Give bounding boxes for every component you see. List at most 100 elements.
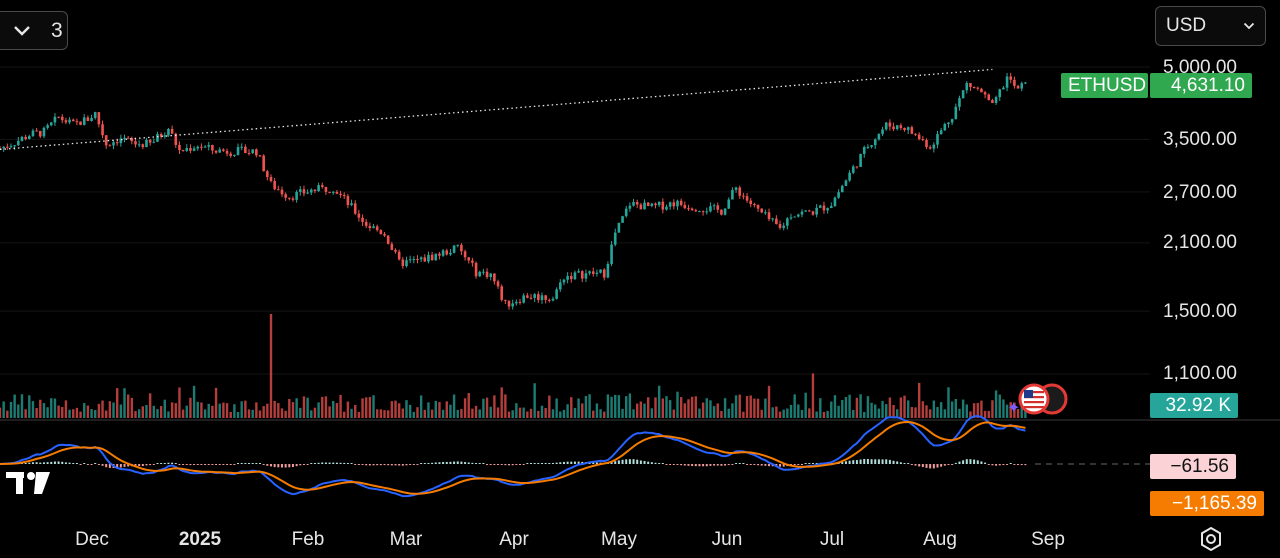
volume-bar bbox=[573, 407, 577, 418]
volume-bar bbox=[463, 398, 467, 418]
candle-body bbox=[811, 211, 815, 215]
macd-hist-bar bbox=[50, 461, 53, 464]
macd-hist-bar bbox=[449, 461, 452, 464]
macd-hist-bar bbox=[976, 460, 979, 464]
volume-bar bbox=[628, 393, 632, 418]
candle-body bbox=[434, 253, 438, 261]
volume-bar bbox=[782, 409, 785, 418]
macd-hist-bar bbox=[189, 464, 192, 466]
volume-bar bbox=[903, 395, 906, 418]
macd-hist-bar bbox=[969, 459, 972, 464]
macd-hist-bar bbox=[903, 463, 906, 464]
macd-hist-bar bbox=[1017, 464, 1020, 466]
macd-hist-bar bbox=[877, 459, 880, 464]
macd-hist-bar bbox=[639, 460, 642, 464]
x-tick-label: May bbox=[601, 529, 637, 550]
candle-body bbox=[972, 86, 976, 88]
macd-hist-bar bbox=[240, 463, 243, 464]
candle-body bbox=[687, 208, 690, 210]
candle-body bbox=[862, 147, 866, 154]
macd-hist-bar bbox=[171, 462, 174, 464]
macd-hist-bar bbox=[943, 464, 946, 466]
macd-hist-bar bbox=[306, 464, 309, 465]
macd-hist-bar bbox=[75, 463, 78, 464]
candle-body bbox=[760, 208, 764, 213]
macd-hist-bar bbox=[735, 463, 738, 464]
macd-signal-tag: −1,165.39 bbox=[1150, 491, 1264, 516]
candle-body bbox=[357, 213, 361, 218]
volume-bar bbox=[822, 411, 826, 418]
macd-hist-bar bbox=[482, 463, 485, 464]
macd-hist-bar bbox=[958, 461, 961, 464]
volume-bar bbox=[632, 409, 635, 418]
volume-bar bbox=[811, 373, 815, 418]
candle-body bbox=[82, 117, 86, 125]
macd-hist-bar bbox=[145, 464, 148, 466]
candle-body bbox=[401, 259, 405, 267]
volume-bar bbox=[877, 408, 881, 418]
volume-bar bbox=[174, 403, 177, 418]
volume-bar bbox=[866, 396, 870, 418]
volume-bar bbox=[808, 408, 811, 418]
tradingview-logo[interactable] bbox=[4, 468, 52, 496]
volume-tag: 32.92 K bbox=[1150, 393, 1238, 418]
volume-bar bbox=[863, 411, 866, 418]
volume-bar bbox=[727, 408, 730, 418]
event-markers[interactable]: ✦ bbox=[1007, 383, 1068, 417]
macd-hist-bar bbox=[64, 462, 67, 464]
macd-hist-bar bbox=[357, 464, 360, 465]
volume-bar bbox=[419, 395, 423, 418]
macd-hist-bar bbox=[800, 464, 803, 465]
macd-hist-bar bbox=[947, 464, 950, 465]
volume-bar bbox=[544, 407, 547, 418]
candle-body bbox=[496, 281, 500, 287]
candle-body bbox=[903, 127, 906, 131]
candle-body bbox=[317, 185, 320, 192]
candle-body bbox=[895, 125, 899, 130]
macd-hist-bar bbox=[874, 459, 877, 464]
macd-hist-bar bbox=[614, 461, 617, 464]
macd-hist-bar bbox=[738, 463, 741, 464]
candle-body bbox=[350, 203, 353, 206]
collapse-indicators-button[interactable]: 3 bbox=[0, 11, 68, 50]
volume-bar bbox=[1009, 402, 1012, 418]
candle-body bbox=[771, 218, 774, 220]
macd-hist-bar bbox=[233, 464, 236, 465]
candle-body bbox=[452, 245, 456, 253]
macd-hist-bar bbox=[581, 461, 584, 464]
candle-body bbox=[225, 150, 229, 154]
volume-bar bbox=[570, 397, 573, 418]
volume-bar bbox=[178, 387, 181, 418]
currency-select[interactable]: USD bbox=[1155, 6, 1266, 46]
candle-body bbox=[826, 208, 829, 211]
candle-body bbox=[24, 136, 27, 140]
candle-body bbox=[723, 208, 727, 215]
macd-hist-bar bbox=[504, 464, 507, 466]
volume-bar bbox=[657, 385, 661, 418]
x-tick-label: Sep bbox=[1031, 529, 1065, 550]
volume-bar bbox=[390, 401, 394, 418]
macd-hist-bar bbox=[138, 464, 141, 467]
macd-hist-bar bbox=[31, 462, 34, 464]
candle-body bbox=[866, 146, 870, 148]
candle-body bbox=[925, 140, 928, 148]
volume-bar bbox=[958, 408, 961, 418]
macd-hist-bar bbox=[998, 464, 1001, 466]
candle-body bbox=[511, 303, 514, 307]
volume-bar bbox=[899, 397, 903, 418]
settings-icon[interactable] bbox=[1198, 526, 1224, 552]
candle-body bbox=[364, 221, 368, 226]
macd-hist-bar bbox=[42, 462, 45, 464]
volume-bar bbox=[961, 399, 965, 418]
volume-bar bbox=[764, 398, 767, 418]
macd-hist-bar bbox=[980, 461, 983, 464]
macd-hist-bar bbox=[870, 459, 873, 464]
candle-body bbox=[731, 189, 734, 200]
macd-hist-bar bbox=[954, 462, 957, 464]
macd-hist-bar bbox=[346, 463, 349, 464]
macd-hist-bar bbox=[669, 464, 672, 465]
volume-bar bbox=[200, 402, 203, 418]
candle-body bbox=[548, 299, 551, 301]
volume-bar bbox=[196, 401, 199, 418]
